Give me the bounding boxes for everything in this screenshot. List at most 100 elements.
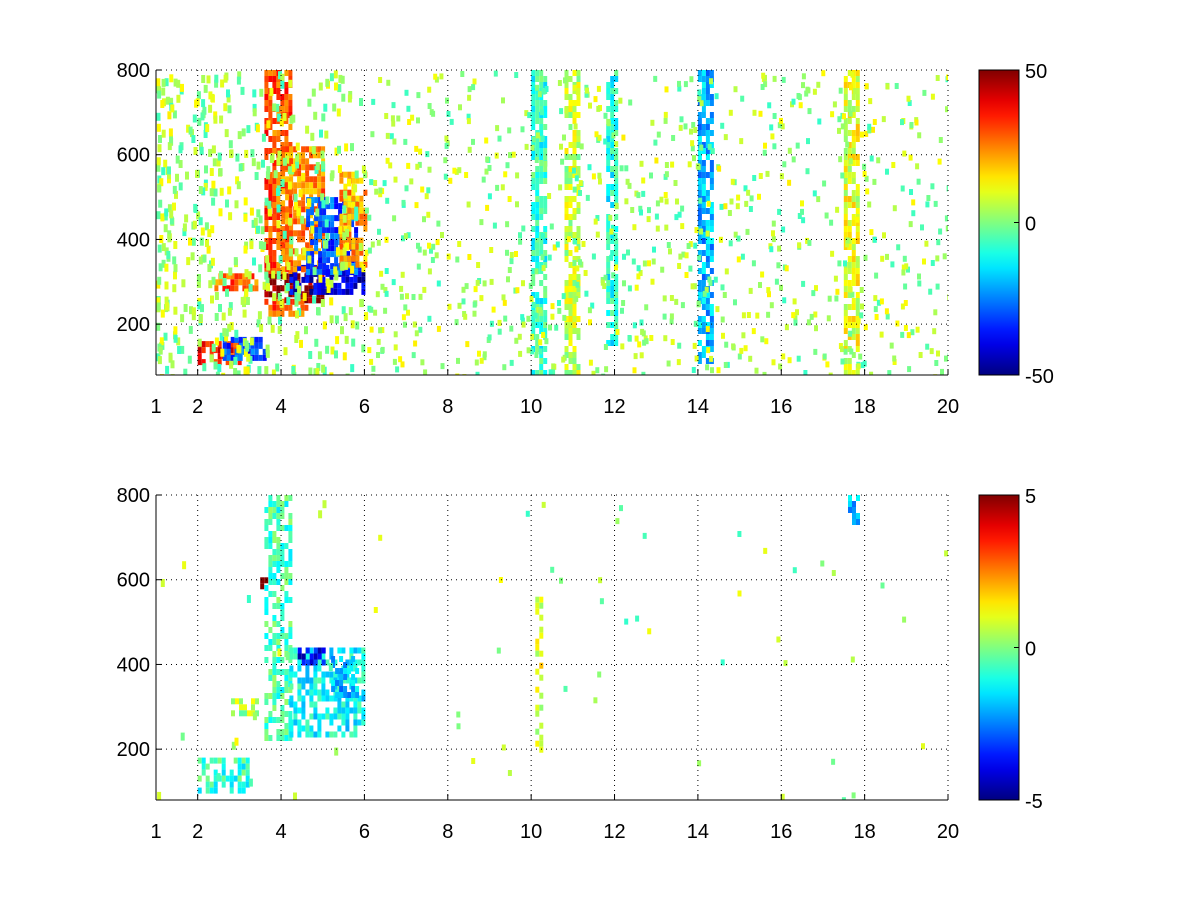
- heatmap-cell: [564, 364, 569, 370]
- heatmap-cell: [947, 294, 948, 301]
- heatmap-cell: [614, 100, 619, 106]
- heatmap-cell: [285, 155, 290, 164]
- heatmap-cell: [239, 710, 243, 717]
- heatmap-cell: [264, 76, 269, 82]
- heatmap-cell: [701, 328, 706, 334]
- heatmap-cell: [313, 182, 318, 189]
- heatmap-cell: [221, 757, 226, 764]
- heatmap-cell: [436, 280, 441, 287]
- heatmap-cell: [572, 172, 577, 178]
- heatmap-cell: [339, 692, 344, 698]
- heatmap-cell: [258, 354, 263, 361]
- heatmap-cell: [159, 337, 164, 346]
- heatmap-cell: [677, 80, 681, 87]
- heatmap-cell: [907, 366, 912, 373]
- heatmap-cell: [317, 182, 322, 189]
- heatmap-cell: [568, 298, 573, 304]
- heatmap-cell: [325, 671, 330, 678]
- heatmap-cell: [539, 722, 544, 729]
- heatmap-cell: [669, 313, 674, 320]
- heatmap-cell: [317, 170, 322, 177]
- heatmap-cell: [484, 137, 489, 144]
- heatmap-cell: [337, 725, 342, 732]
- heatmap-cell: [165, 365, 170, 374]
- heatmap-cell: [715, 306, 720, 313]
- colorbar: 500-50: [978, 61, 1054, 388]
- heatmap-cell: [797, 213, 802, 219]
- heatmap-cell: [535, 644, 540, 651]
- heatmap-cell: [305, 677, 310, 684]
- heatmap-cell: [543, 310, 548, 316]
- heatmap-cell: [279, 118, 284, 127]
- heatmap-cell: [326, 257, 331, 264]
- heatmap-cell: [604, 366, 609, 373]
- heatmap-cell: [539, 316, 544, 322]
- heatmap-cell: [840, 123, 845, 130]
- heatmap-cell: [662, 295, 667, 302]
- heatmap-cell: [851, 256, 856, 262]
- heatmap-cell: [588, 359, 593, 366]
- heatmap-cell: [705, 326, 710, 333]
- heatmap-cell: [198, 256, 203, 265]
- heatmap-cell: [705, 244, 710, 250]
- heatmap-cell: [539, 178, 544, 184]
- heatmap-cell: [568, 310, 573, 316]
- heatmap-cell: [281, 248, 286, 255]
- heatmap-cell: [404, 185, 409, 192]
- heatmap-cell: [254, 348, 259, 355]
- heatmap-cell: [334, 203, 339, 210]
- heatmap-cell: [264, 621, 269, 627]
- heatmap-cell: [157, 356, 162, 365]
- heatmap-cell: [220, 348, 225, 357]
- heatmap-cell: [606, 232, 611, 238]
- heatmap-cell: [317, 653, 322, 660]
- heatmap-cell: [603, 274, 608, 281]
- heatmap-cell: [692, 283, 697, 290]
- heatmap-cell: [680, 223, 685, 230]
- heatmap-cell: [272, 651, 277, 657]
- heatmap-cell: [806, 319, 811, 326]
- y-tick-label: 800: [117, 485, 150, 507]
- heatmap-cell: [520, 317, 525, 324]
- heatmap-cell: [268, 735, 273, 741]
- heatmap-cell: [531, 238, 536, 244]
- heatmap-cell: [326, 227, 331, 234]
- heatmap-cell: [559, 143, 563, 150]
- heatmap-cell: [345, 276, 350, 283]
- heatmap-cell: [564, 286, 569, 292]
- heatmap-cell: [280, 687, 285, 693]
- heatmap-cell: [329, 279, 334, 288]
- heatmap-cell: [824, 212, 829, 219]
- heatmap-cell: [396, 115, 401, 122]
- heatmap-cell: [289, 731, 294, 738]
- heatmap-cell: [539, 268, 544, 274]
- heatmap-cell: [911, 210, 916, 217]
- heatmap-cell: [170, 360, 175, 369]
- heatmap-cell: [481, 176, 486, 183]
- heatmap-cell: [557, 80, 562, 86]
- heatmap-cell: [322, 321, 327, 330]
- heatmap-cell: [701, 220, 706, 226]
- heatmap-cell: [900, 303, 905, 310]
- heatmap-cell: [614, 250, 619, 256]
- heatmap-cell: [531, 148, 536, 154]
- heatmap-cell: [233, 757, 238, 764]
- heatmap-cell: [564, 280, 569, 286]
- heatmap-cell: [664, 198, 669, 205]
- heatmap-cell: [741, 332, 746, 339]
- heatmap-cell: [160, 100, 165, 108]
- heatmap-cell: [301, 659, 306, 666]
- heatmap-cell: [346, 251, 351, 258]
- heatmap-cell: [295, 160, 299, 169]
- heatmap-cell: [705, 358, 710, 364]
- heatmap-cell: [769, 246, 774, 253]
- heatmap-cell: [272, 285, 277, 292]
- heatmap-cell: [351, 171, 356, 178]
- heatmap-cell: [806, 87, 811, 94]
- heatmap-cell: [683, 123, 688, 130]
- heatmap-cell: [351, 237, 356, 244]
- heatmap-cell: [793, 319, 798, 326]
- heatmap-cell: [339, 237, 344, 244]
- heatmap-cell: [697, 76, 702, 82]
- heatmap-cell: [371, 365, 376, 372]
